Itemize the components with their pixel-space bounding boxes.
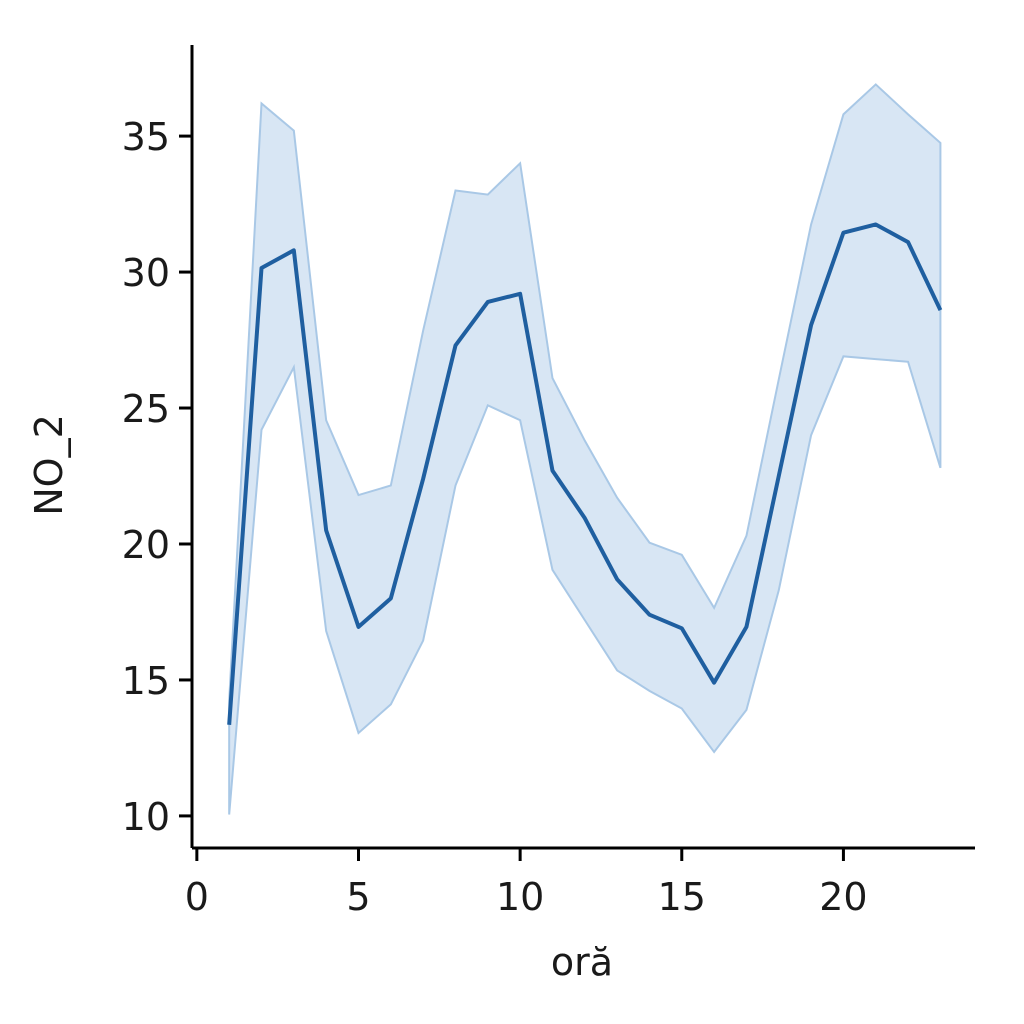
y-tick-label: 30: [122, 251, 170, 295]
confidence-band: [228, 83, 942, 815]
y-axis-label: NO_2: [27, 414, 71, 516]
x-tick-label: 20: [819, 875, 867, 919]
y-tick-label: 10: [122, 795, 170, 839]
x-tick-label: 0: [185, 875, 209, 919]
y-tick-label: 35: [122, 115, 170, 159]
y-tick-label: 25: [122, 387, 170, 431]
x-axis-label: oră: [551, 940, 613, 984]
y-tick-label: 20: [122, 523, 170, 567]
x-tick-label: 5: [346, 875, 370, 919]
y-tick-label: 15: [122, 659, 170, 703]
line: [227, 222, 943, 725]
x-tick-label: 10: [496, 875, 544, 919]
x-tick-label: 15: [658, 875, 706, 919]
